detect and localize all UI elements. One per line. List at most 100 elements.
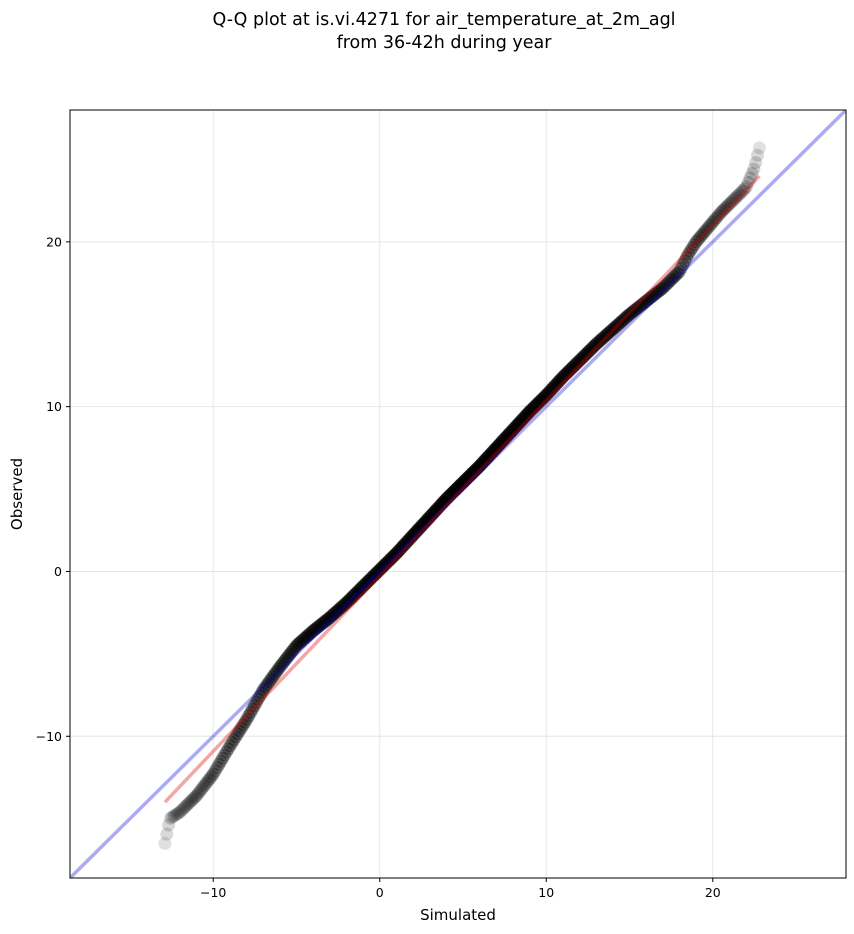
- x-tick-label-1: 0: [376, 885, 384, 900]
- qq-point: [622, 308, 636, 322]
- qq-point: [214, 754, 228, 768]
- qq-point: [165, 810, 179, 824]
- qq-point: [287, 642, 301, 656]
- qq-point: [227, 733, 241, 747]
- qq-point: [741, 175, 755, 189]
- qq-point: [253, 689, 267, 703]
- qq-point: [184, 794, 198, 808]
- y-tick-label-2: 10: [46, 399, 62, 414]
- qq-point: [262, 675, 276, 689]
- qq-point: [242, 709, 256, 723]
- plot-frame: [69, 109, 847, 879]
- qq-point: [195, 781, 209, 795]
- qq-point: [615, 315, 629, 329]
- qq-point: [624, 306, 638, 320]
- qq-point: [654, 283, 668, 297]
- qq-point: [277, 654, 291, 668]
- qq-point: [259, 680, 273, 694]
- qq-point: [656, 281, 670, 295]
- qq-point: [206, 767, 220, 781]
- qq-point: [704, 217, 718, 231]
- qq-point: [631, 300, 645, 314]
- y-tick-label-0: −10: [36, 729, 62, 744]
- grid: [70, 110, 846, 878]
- qq-point: [661, 276, 675, 290]
- qq-point: [711, 208, 725, 222]
- qq-point: [257, 682, 271, 696]
- qq-point: [641, 293, 655, 307]
- qq-point: [620, 310, 634, 324]
- qq-point: [719, 200, 733, 214]
- fit-line: [163, 174, 761, 804]
- qq-point: [601, 326, 615, 340]
- qq-point: [301, 628, 315, 642]
- qq-point: [272, 662, 286, 676]
- qq-point: [251, 692, 265, 706]
- qq-point: [305, 625, 319, 639]
- qq-point: [708, 213, 722, 227]
- qq-point: [298, 631, 312, 645]
- qq-point: [609, 319, 623, 333]
- qq-point: [177, 801, 191, 815]
- qq-point: [685, 241, 699, 255]
- qq-point: [680, 250, 694, 264]
- qq-point: [197, 779, 211, 793]
- qq-point: [730, 189, 744, 203]
- qq-point: [268, 667, 282, 681]
- qq-point: [652, 284, 666, 298]
- qq-point: [594, 333, 608, 347]
- qq-point: [639, 295, 653, 309]
- qq-point: [219, 745, 233, 759]
- qq-point: [292, 636, 306, 650]
- reference-lines: [70, 110, 846, 878]
- qq-point: [629, 302, 643, 316]
- x-tick-label-0: −10: [200, 885, 226, 900]
- qq-point: [613, 316, 627, 330]
- qq-point: [223, 739, 237, 753]
- qq-point: [229, 730, 243, 744]
- qq-point: [210, 761, 224, 775]
- qq-point: [191, 786, 205, 800]
- qq-point: [611, 318, 625, 332]
- qq-point: [246, 702, 260, 716]
- y-tick-label-3: 20: [46, 234, 62, 249]
- qq-point: [186, 792, 200, 806]
- qq-point: [290, 638, 304, 652]
- qq-point: [648, 287, 662, 301]
- qq-point: [706, 215, 720, 229]
- qq-point: [270, 664, 284, 678]
- qq-point: [698, 224, 712, 238]
- qq-point: [687, 238, 701, 252]
- qq-point: [260, 677, 274, 691]
- qq-point: [208, 764, 222, 778]
- scatter-points: [158, 141, 766, 850]
- qq-point: [689, 235, 703, 249]
- qq-point: [281, 650, 295, 664]
- qq-point: [240, 712, 254, 726]
- qq-point: [285, 645, 299, 659]
- qq-point: [646, 289, 660, 303]
- qq-point: [618, 311, 632, 325]
- qq-point: [307, 623, 321, 637]
- qq-point: [218, 748, 232, 762]
- qq-point: [747, 162, 761, 176]
- qq-point: [236, 718, 250, 732]
- qq-point: [294, 635, 308, 649]
- qq-point: [296, 633, 310, 647]
- qq-point: [642, 292, 656, 306]
- qq-point: [232, 724, 246, 738]
- qq-point: [303, 626, 317, 640]
- qq-point: [600, 328, 614, 342]
- qq-point: [225, 736, 239, 750]
- qq-point: [169, 808, 183, 822]
- qq-point: [633, 299, 647, 313]
- qq-point: [162, 818, 176, 832]
- qq-point: [238, 715, 252, 729]
- chart-title-line-1: Q-Q plot at is.vi.4271 for air_temperatu…: [212, 10, 675, 30]
- qq-point: [231, 727, 245, 741]
- y-tick-label-1: 0: [54, 564, 62, 579]
- qq-point: [273, 659, 287, 673]
- qq-point: [691, 233, 705, 247]
- qq-point: [637, 296, 651, 310]
